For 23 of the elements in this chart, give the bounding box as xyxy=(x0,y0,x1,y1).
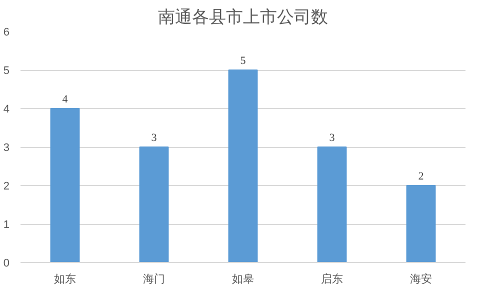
x-tick-label: 如皋 xyxy=(232,274,254,286)
y-tick-label: 5 xyxy=(3,65,10,77)
chart-title: 南通各县市上市公司数 xyxy=(158,8,328,26)
bar xyxy=(228,70,258,262)
bar xyxy=(406,185,436,262)
x-tick-label: 如东 xyxy=(54,272,76,286)
x-tick-label: 启东 xyxy=(321,272,343,286)
data-label: 3 xyxy=(151,132,158,144)
bar xyxy=(139,146,169,262)
y-tick-label: 4 xyxy=(3,104,10,116)
y-tick-label: 2 xyxy=(3,180,10,192)
bar xyxy=(50,108,80,262)
bar xyxy=(317,146,347,262)
data-label: 5 xyxy=(240,55,246,67)
y-tick-label: 1 xyxy=(3,219,10,231)
y-tick-label: 3 xyxy=(3,142,10,154)
data-label: 3 xyxy=(329,132,336,144)
y-tick-label: 0 xyxy=(3,258,10,270)
data-label: 4 xyxy=(62,94,68,106)
y-tick-label: 6 xyxy=(3,26,10,38)
x-tick-label: 海门 xyxy=(143,272,165,286)
data-label: 2 xyxy=(418,170,424,182)
x-tick-label: 海安 xyxy=(410,272,432,286)
